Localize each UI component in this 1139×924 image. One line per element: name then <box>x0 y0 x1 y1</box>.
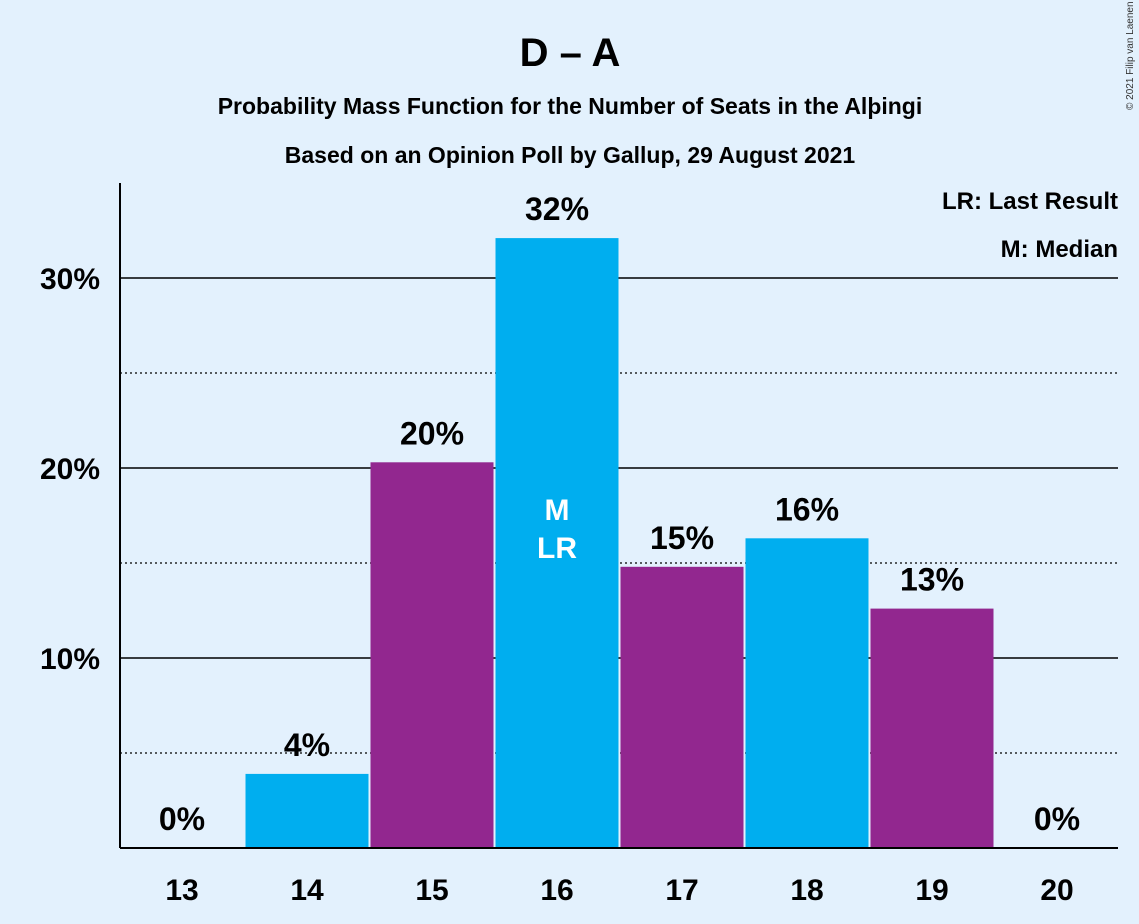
bar-value-label: 4% <box>284 727 330 763</box>
bars: 0% 4% 20% 32% 15% 16% 13% 0% M LR <box>159 191 1080 849</box>
bar-17 <box>620 566 744 848</box>
x-tick-label: 13 <box>165 874 198 907</box>
x-tick-label: 19 <box>915 874 948 907</box>
bar-16 <box>495 238 619 849</box>
x-tick-label: 18 <box>790 874 823 907</box>
y-tick-label: 20% <box>40 453 100 486</box>
x-tick-label: 16 <box>540 874 573 907</box>
y-tick-label: 30% <box>40 263 100 296</box>
bar-value-label: 20% <box>400 415 464 451</box>
bar-value-label: 0% <box>159 801 205 837</box>
x-tick-label: 17 <box>665 874 698 907</box>
x-tick-label: 14 <box>290 874 324 907</box>
chart-subtitle-1: Probability Mass Function for the Number… <box>218 93 923 119</box>
y-tick-label: 10% <box>40 643 100 676</box>
axes: 10% 20% 30% 13 14 15 16 17 18 19 20 <box>40 183 1118 907</box>
bar-value-label: 15% <box>650 520 714 556</box>
bar-14 <box>245 773 369 848</box>
bar-value-label: 0% <box>1034 801 1080 837</box>
bar-value-label: 16% <box>775 491 839 527</box>
x-tick-label: 15 <box>415 874 448 907</box>
x-tick-label: 20 <box>1040 874 1073 907</box>
legend-last-result: LR: Last Result <box>942 188 1118 215</box>
bar-marker-lr: LR <box>537 532 577 565</box>
chart-title: D – A <box>520 31 621 75</box>
chart-subtitle-2: Based on an Opinion Poll by Gallup, 29 A… <box>285 142 856 168</box>
bar-15 <box>370 462 494 848</box>
legend-median: M: Median <box>1001 236 1118 263</box>
gridlines <box>120 277 1118 754</box>
bar-19 <box>870 608 994 848</box>
bar-value-label: 32% <box>525 191 589 227</box>
bar-marker-m: M <box>545 494 570 527</box>
copyright-notice: © 2021 Filip van Laenen <box>1125 1 1136 110</box>
bar-value-label: 13% <box>900 562 964 598</box>
bar-18 <box>745 538 869 848</box>
